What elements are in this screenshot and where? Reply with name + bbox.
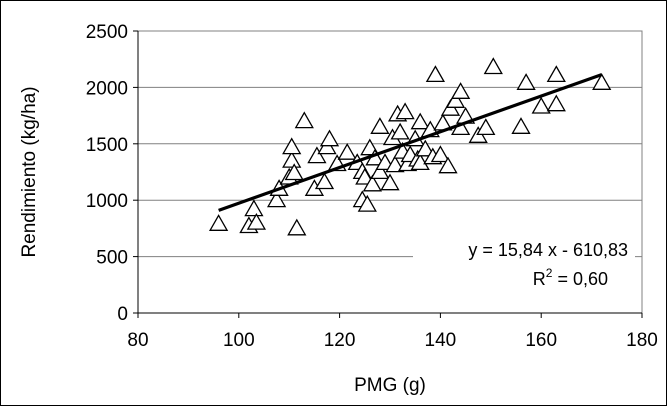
y-tick-label-2000: 2000 — [86, 78, 128, 99]
data-point-51 — [445, 91, 466, 108]
data-point-61 — [546, 65, 566, 83]
data-point-18 — [337, 142, 357, 160]
data-point-16 — [319, 129, 340, 147]
x-tick-label-180: 180 — [626, 330, 658, 351]
data-point-25 — [362, 174, 383, 192]
y-tick-label-1500: 1500 — [86, 135, 128, 156]
data-point-22 — [355, 167, 375, 185]
data-point-9 — [284, 163, 304, 181]
x-tick-label-80: 80 — [127, 330, 148, 351]
data-point-3 — [246, 212, 267, 230]
data-point-30 — [380, 173, 400, 191]
data-point-11 — [294, 111, 314, 129]
trendline-equation: y = 15,84 x - 610,83 — [468, 240, 628, 260]
data-point-34 — [390, 122, 410, 140]
y-tick-label-1000: 1000 — [86, 191, 128, 212]
data-point-0 — [208, 214, 229, 231]
data-point-62 — [546, 94, 566, 112]
y-tick-label-2500: 2500 — [86, 22, 128, 43]
data-point-8 — [282, 137, 302, 155]
data-point-46 — [425, 65, 446, 83]
data-point-60 — [531, 96, 551, 114]
x-tick-label-160: 160 — [525, 330, 557, 351]
r-squared-value: = 0,60 — [552, 269, 608, 289]
x-tick-label-120: 120 — [324, 330, 356, 351]
x-tick-labels: 80 100 120 140 160 180 — [127, 330, 657, 351]
data-point-49 — [438, 156, 458, 174]
equation-box — [413, 234, 635, 310]
x-tick-label-100: 100 — [223, 330, 255, 351]
data-point-58 — [511, 117, 531, 134]
x-axis-title: PMG (g) — [354, 375, 426, 396]
data-point-2 — [244, 199, 264, 217]
axes — [133, 30, 643, 318]
data-points — [208, 57, 612, 236]
data-point-43 — [415, 139, 435, 157]
data-point-4 — [266, 190, 287, 208]
data-point-41 — [410, 112, 430, 130]
data-point-36 — [395, 102, 415, 120]
y-tick-label-0: 0 — [117, 304, 128, 325]
data-point-32 — [385, 155, 405, 173]
data-point-10 — [287, 218, 307, 236]
data-point-57 — [483, 57, 503, 75]
data-point-23 — [357, 194, 377, 212]
y-axis-title: Rendimiento (kg/ha) — [19, 86, 40, 257]
y-tick-labels: 0 500 1000 1500 2000 2500 — [86, 22, 128, 325]
trendline — [218, 73, 603, 212]
data-point-47 — [430, 145, 451, 163]
data-point-13 — [307, 146, 327, 164]
r-squared-prefix: R — [533, 269, 546, 289]
data-point-59 — [516, 73, 536, 90]
data-point-56 — [476, 118, 496, 136]
data-point-28 — [370, 162, 390, 180]
r-squared-label: R2 = 0,60 — [533, 266, 608, 289]
data-point-14 — [314, 172, 335, 190]
data-point-27 — [370, 117, 390, 134]
data-point-52 — [450, 82, 471, 99]
data-point-7 — [282, 150, 302, 168]
x-tick-label-140: 140 — [425, 330, 457, 351]
y-tick-label-500: 500 — [96, 248, 128, 269]
data-point-63 — [592, 73, 612, 90]
data-point-42 — [410, 153, 430, 171]
r-squared-sup: 2 — [546, 266, 553, 280]
